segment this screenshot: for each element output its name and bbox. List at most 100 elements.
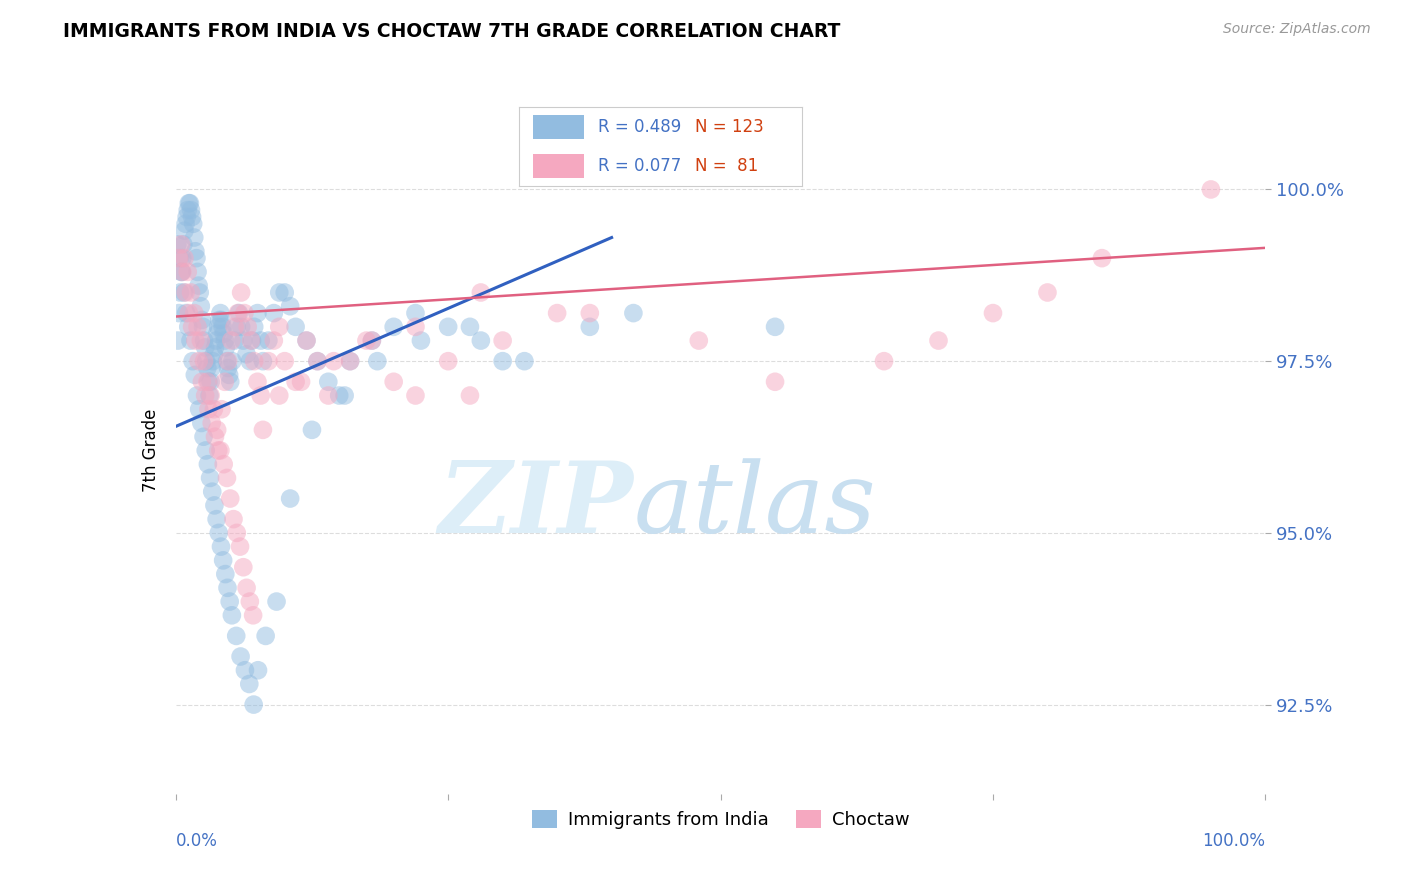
- Point: [200, 375, 222, 389]
- Point: [219, 375, 242, 389]
- Point: [167, 251, 190, 265]
- Point: [301, 423, 323, 437]
- Point: [184, 334, 207, 348]
- Point: [204, 499, 226, 513]
- Point: [307, 354, 329, 368]
- Text: Source: ZipAtlas.com: Source: ZipAtlas.com: [1223, 22, 1371, 37]
- Point: [221, 334, 243, 348]
- Point: [215, 354, 238, 368]
- Point: [181, 319, 204, 334]
- Point: [195, 361, 218, 376]
- Point: [200, 388, 222, 402]
- Point: [202, 347, 225, 361]
- Point: [205, 512, 228, 526]
- Point: [981, 306, 1004, 320]
- Point: [179, 196, 201, 211]
- Point: [382, 319, 405, 334]
- Point: [231, 319, 253, 334]
- Point: [190, 299, 212, 313]
- Text: R = 0.077: R = 0.077: [599, 157, 682, 176]
- Point: [226, 306, 249, 320]
- Point: [339, 354, 361, 368]
- Point: [177, 202, 200, 217]
- Point: [225, 629, 247, 643]
- Point: [235, 347, 257, 361]
- Point: [873, 354, 896, 368]
- Point: [295, 334, 318, 348]
- Legend: Immigrants from India, Choctaw: Immigrants from India, Choctaw: [524, 803, 917, 837]
- Point: [492, 334, 515, 348]
- Point: [284, 319, 307, 334]
- Point: [172, 265, 194, 279]
- Point: [169, 285, 191, 300]
- Point: [197, 457, 219, 471]
- Bar: [533, 115, 583, 138]
- Point: [224, 334, 246, 348]
- Point: [254, 629, 277, 643]
- Point: [212, 326, 235, 341]
- Point: [243, 354, 266, 368]
- Point: [214, 334, 236, 348]
- Point: [215, 341, 238, 355]
- Point: [214, 567, 236, 582]
- Point: [366, 354, 388, 368]
- Point: [181, 217, 204, 231]
- Point: [181, 210, 204, 224]
- Point: [197, 402, 219, 417]
- Point: [218, 594, 240, 608]
- Point: [208, 525, 231, 540]
- Point: [177, 306, 200, 320]
- Point: [204, 341, 226, 355]
- Point: [1091, 251, 1114, 265]
- Point: [246, 306, 269, 320]
- Point: [238, 677, 260, 691]
- Point: [1036, 285, 1059, 300]
- Point: [437, 354, 460, 368]
- Point: [217, 581, 239, 595]
- Point: [224, 319, 246, 334]
- Point: [322, 354, 344, 368]
- Text: R = 0.489: R = 0.489: [599, 118, 682, 136]
- Point: [167, 334, 190, 348]
- Point: [186, 388, 208, 402]
- Point: [235, 581, 257, 595]
- Point: [239, 334, 262, 348]
- Point: [177, 319, 200, 334]
- Point: [252, 423, 274, 437]
- Point: [202, 402, 225, 417]
- Point: [166, 237, 188, 252]
- Point: [290, 375, 312, 389]
- Point: [170, 265, 193, 279]
- Point: [1199, 182, 1222, 196]
- Point: [207, 443, 229, 458]
- Text: ZIP: ZIP: [439, 458, 633, 554]
- Point: [215, 471, 238, 485]
- Point: [437, 319, 460, 334]
- Text: atlas: atlas: [633, 458, 876, 553]
- Point: [193, 354, 215, 368]
- Point: [174, 217, 197, 231]
- Point: [214, 375, 236, 389]
- Point: [212, 553, 235, 567]
- Point: [193, 334, 215, 348]
- Point: [188, 285, 211, 300]
- Point: [242, 608, 264, 623]
- Point: [212, 457, 235, 471]
- Point: [236, 319, 259, 334]
- Point: [269, 319, 291, 334]
- Point: [174, 285, 197, 300]
- Point: [194, 388, 217, 402]
- Point: [198, 471, 221, 485]
- Point: [184, 368, 207, 382]
- Point: [225, 319, 247, 334]
- Point: [328, 388, 350, 402]
- Point: [284, 375, 307, 389]
- Point: [278, 299, 301, 313]
- Point: [201, 484, 224, 499]
- Point: [173, 251, 195, 265]
- Point: [243, 319, 266, 334]
- Point: [190, 334, 212, 348]
- Point: [222, 512, 245, 526]
- Point: [204, 430, 226, 444]
- Point: [232, 334, 254, 348]
